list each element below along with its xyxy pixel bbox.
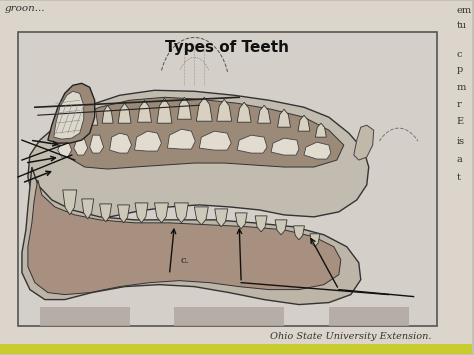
Polygon shape <box>235 213 247 229</box>
Polygon shape <box>135 203 148 223</box>
Text: p: p <box>456 65 463 75</box>
Polygon shape <box>275 220 287 235</box>
Polygon shape <box>298 115 310 131</box>
Polygon shape <box>194 207 208 225</box>
Polygon shape <box>304 142 331 159</box>
Polygon shape <box>90 135 104 153</box>
Polygon shape <box>174 203 188 223</box>
Polygon shape <box>278 109 291 127</box>
Polygon shape <box>177 97 191 119</box>
Polygon shape <box>217 99 232 121</box>
Bar <box>0 344 473 354</box>
Polygon shape <box>315 123 327 137</box>
Polygon shape <box>86 103 98 125</box>
Polygon shape <box>310 234 320 247</box>
Bar <box>40 307 129 327</box>
Text: r: r <box>456 100 461 109</box>
Polygon shape <box>137 100 152 122</box>
Polygon shape <box>102 105 113 123</box>
Bar <box>18 33 437 327</box>
Polygon shape <box>48 83 95 143</box>
Polygon shape <box>118 205 129 223</box>
Polygon shape <box>255 216 267 232</box>
Polygon shape <box>58 140 72 157</box>
Text: tu: tu <box>456 21 466 29</box>
Text: c: c <box>456 50 462 59</box>
Polygon shape <box>271 138 299 155</box>
Polygon shape <box>293 226 304 240</box>
Polygon shape <box>167 129 195 149</box>
Text: c.: c. <box>180 256 189 265</box>
Polygon shape <box>65 100 79 128</box>
Bar <box>174 307 284 327</box>
Polygon shape <box>28 90 369 220</box>
Polygon shape <box>54 91 84 139</box>
Text: Ohio State University Extension.: Ohio State University Extension. <box>270 333 431 342</box>
Bar <box>329 307 409 327</box>
Polygon shape <box>237 102 251 122</box>
Polygon shape <box>58 97 344 169</box>
Polygon shape <box>135 131 162 151</box>
Text: groon...: groon... <box>5 4 46 12</box>
Polygon shape <box>196 97 212 121</box>
Text: t: t <box>456 173 460 182</box>
Polygon shape <box>157 98 172 123</box>
Text: m: m <box>456 83 466 92</box>
Polygon shape <box>74 137 88 155</box>
Polygon shape <box>118 103 131 123</box>
Polygon shape <box>354 125 374 160</box>
Polygon shape <box>109 133 132 153</box>
Polygon shape <box>82 199 94 219</box>
Polygon shape <box>199 131 231 150</box>
Polygon shape <box>257 105 271 123</box>
Polygon shape <box>28 180 341 295</box>
Text: a: a <box>456 155 462 164</box>
Polygon shape <box>215 209 228 227</box>
Text: em: em <box>456 6 472 15</box>
Polygon shape <box>100 204 111 222</box>
Polygon shape <box>63 190 77 215</box>
Text: is: is <box>456 137 465 146</box>
Polygon shape <box>237 135 267 153</box>
Text: E: E <box>456 117 464 126</box>
Polygon shape <box>22 167 361 305</box>
Polygon shape <box>155 203 168 223</box>
Text: Types of Teeth: Types of Teeth <box>165 40 289 55</box>
